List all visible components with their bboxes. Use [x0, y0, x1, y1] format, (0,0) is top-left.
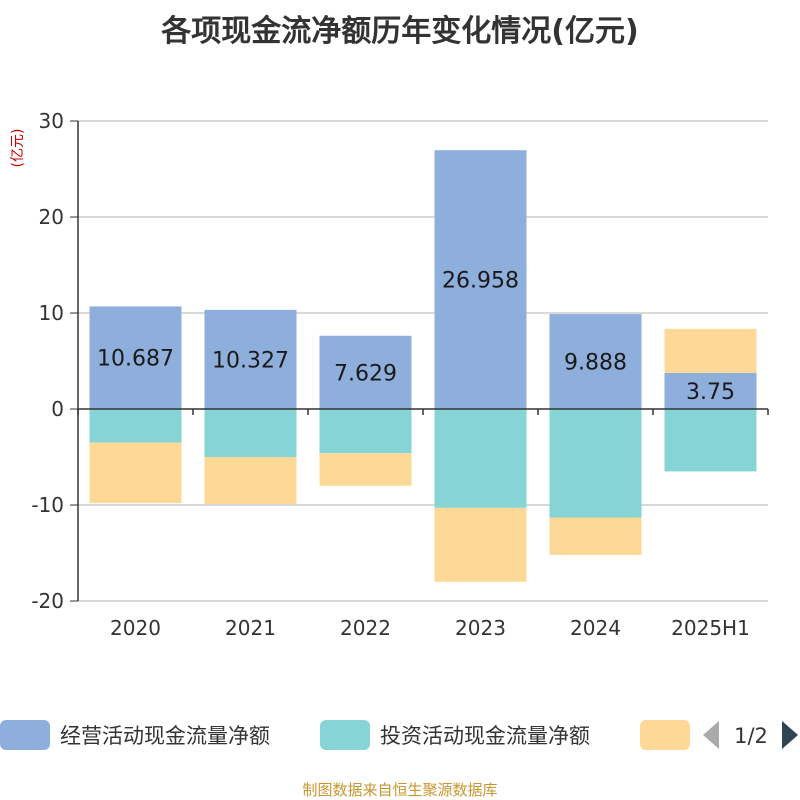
- bar-series0-2023: [434, 150, 527, 410]
- data-label-2023: 26.958: [442, 269, 519, 294]
- legend-swatch-2[interactable]: [640, 720, 690, 750]
- label-layer: -20 -10 0 10 20 30 10.687 10.327 7.629 26.958 9.88…: [31, 109, 750, 640]
- y-tick-label-4: 20: [39, 205, 64, 229]
- x-tick-label-2022: 2022: [340, 616, 391, 640]
- legend-page-indicator: 1/2: [734, 724, 768, 748]
- bar-series1-2024: [549, 409, 642, 518]
- bar-series1-2025H1: [664, 409, 757, 472]
- x-tick-label-2021: 2021: [225, 616, 276, 640]
- data-label-2024: 9.888: [564, 351, 627, 376]
- x-tick-label-2025H1: 2025H1: [671, 616, 750, 640]
- bar-series0-2022: [319, 335, 412, 409]
- y-tick-label-5: 30: [39, 109, 64, 133]
- data-label-2021: 10.327: [212, 348, 289, 373]
- bar-series1-2022: [319, 409, 412, 454]
- bar-series2-2025H1: [664, 328, 757, 373]
- data-label-2022: 7.629: [334, 361, 397, 386]
- bar-series0-2021: [204, 309, 297, 409]
- legend: 经营活动现金流量净额 投资活动现金流量净额 1/2: [0, 720, 798, 750]
- x-tick-label-2023: 2023: [455, 616, 506, 640]
- data-label-2025H1: 3.75: [686, 380, 735, 405]
- triangle-left-icon[interactable]: [703, 721, 719, 749]
- bar-series1-2020: [89, 409, 182, 443]
- legend-swatch-1[interactable]: [320, 720, 370, 750]
- axis-layer: [70, 120, 769, 602]
- x-tick-label-2024: 2024: [570, 616, 621, 640]
- bar-series2-2022: [319, 453, 412, 486]
- y-tick-label-3: 10: [39, 301, 64, 325]
- bar-layer: [89, 150, 757, 582]
- bar-series0-2024: [549, 314, 642, 409]
- bar-series2-2020: [89, 442, 182, 504]
- chart-title: 各项现金流净额历年变化情况(亿元): [161, 14, 639, 49]
- bar-series1-2021: [204, 409, 297, 457]
- bar-series1-2023: [434, 409, 527, 508]
- bar-series0-2025H1: [664, 373, 757, 409]
- y-axis-unit-label: (亿元): [10, 129, 26, 168]
- legend-swatch-0[interactable]: [0, 720, 50, 750]
- x-tick-label-2020: 2020: [110, 616, 161, 640]
- y-tick-label-1: -10: [31, 493, 64, 517]
- triangle-right-icon[interactable]: [782, 721, 798, 749]
- data-label-2020: 10.687: [97, 347, 174, 372]
- bar-series2-2024: [549, 517, 642, 555]
- y-tick-label-2: 0: [51, 397, 64, 421]
- source-note: 制图数据来自恒生聚源数据库: [302, 781, 498, 799]
- grid-layer: [78, 120, 768, 602]
- legend-label-1[interactable]: 投资活动现金流量净额: [380, 724, 590, 748]
- bar-series0-2020: [89, 306, 182, 409]
- bar-series2-2021: [204, 457, 297, 505]
- legend-label-0[interactable]: 经营活动现金流量净额: [60, 724, 270, 748]
- y-tick-label-0: -20: [31, 589, 64, 613]
- bar-series2-2023: [434, 507, 527, 582]
